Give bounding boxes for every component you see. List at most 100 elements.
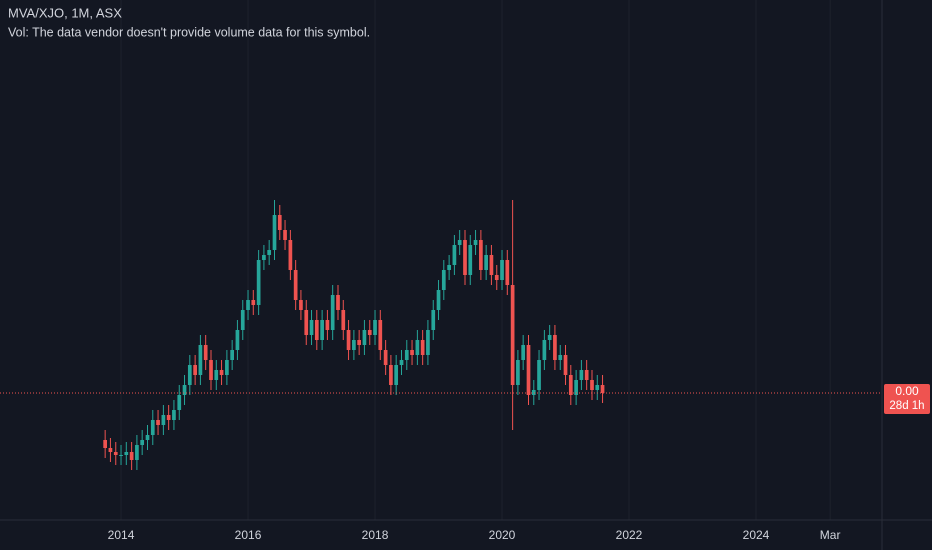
x-tick-label: 2022	[616, 528, 643, 542]
candle-body	[357, 340, 362, 345]
candle-body	[500, 260, 504, 280]
candle-body	[277, 215, 282, 230]
candle-body	[373, 320, 377, 335]
candle-body	[262, 255, 266, 260]
candle-body	[367, 330, 372, 335]
candle-body	[129, 452, 134, 460]
candle-body	[187, 365, 192, 385]
plot	[103, 200, 605, 470]
candle-body	[193, 365, 197, 375]
candle-body	[172, 410, 176, 420]
candle-body	[420, 340, 425, 355]
candle-body	[198, 345, 203, 375]
candle-body	[325, 320, 330, 330]
candle-body	[256, 260, 261, 305]
candle-body	[531, 390, 536, 395]
candle-body	[103, 440, 108, 448]
x-tick-label: 2020	[489, 528, 516, 542]
candle-body	[558, 355, 563, 360]
candle-body	[457, 240, 462, 245]
candle-body	[203, 345, 208, 360]
candle-body	[299, 300, 303, 310]
grid	[120, 0, 831, 520]
candle-body	[394, 365, 399, 385]
candle-body	[161, 415, 166, 425]
x-tick-label: 2018	[362, 528, 389, 542]
candle-body	[246, 300, 250, 310]
x-tick-label: 2014	[108, 528, 135, 542]
candle-body	[516, 360, 520, 385]
candle-body	[479, 240, 483, 270]
candle-body	[336, 295, 340, 310]
candle-body	[547, 335, 552, 340]
candle-body	[463, 240, 467, 275]
candle-body	[510, 285, 515, 385]
candle-body	[399, 360, 404, 365]
candle-body	[145, 435, 150, 440]
candle-body	[219, 370, 224, 375]
candle-body	[484, 255, 488, 270]
candle-body	[225, 360, 229, 375]
last-price-badge	[884, 384, 930, 414]
candle-body	[293, 270, 298, 300]
candle-body	[288, 240, 293, 270]
candle-body	[584, 370, 589, 380]
candle-body	[468, 245, 473, 275]
candle-body	[362, 330, 367, 345]
candle-body	[383, 350, 388, 365]
candle-body	[378, 320, 383, 350]
candle-body	[537, 360, 541, 390]
candle-body	[415, 340, 420, 355]
candle-body	[140, 440, 145, 445]
candle-body	[177, 395, 182, 410]
x-tick-label: Mar	[820, 528, 841, 542]
candle-body	[156, 420, 160, 425]
candle-body	[320, 320, 324, 340]
candle-body	[553, 335, 557, 360]
candle-body	[150, 420, 155, 435]
candle-body	[182, 385, 187, 395]
candle-body	[119, 455, 123, 456]
candle-body	[410, 350, 414, 355]
candle-body	[526, 345, 531, 395]
volume-note: Vol: The data vendor doesn't provide vol…	[8, 25, 370, 39]
x-tick-label: 2016	[235, 528, 262, 542]
candle-body	[214, 370, 219, 380]
candle-body	[251, 300, 256, 305]
candle-body	[108, 448, 113, 452]
candle-body	[574, 380, 578, 395]
candle-body	[389, 365, 393, 385]
candle-body	[135, 445, 139, 460]
candle-body	[426, 330, 430, 355]
candle-body	[272, 215, 277, 250]
candle-body	[404, 350, 409, 360]
candle-body	[240, 310, 245, 330]
candle-body	[235, 330, 240, 350]
candle-body	[267, 250, 272, 255]
candle-body	[314, 320, 319, 340]
candle-body	[563, 355, 568, 375]
candle-body	[431, 310, 436, 330]
candle-body	[113, 452, 118, 455]
last-price-label: 0.00	[895, 384, 919, 398]
candle-body	[441, 270, 446, 290]
candle-body	[309, 320, 314, 335]
candle-body	[124, 452, 129, 455]
symbol-title: MVA/XJO, 1M, ASX	[8, 5, 122, 20]
candle-body	[494, 275, 499, 280]
candle-body	[230, 350, 235, 360]
candle-body	[330, 295, 335, 330]
candle-body	[452, 245, 457, 265]
candle-body	[473, 240, 478, 245]
candle-body	[447, 265, 451, 270]
x-tick-label: 2024	[743, 528, 770, 542]
candle-body	[346, 330, 351, 350]
candle-body	[590, 380, 594, 390]
candle-body	[341, 310, 346, 330]
candle-body	[579, 370, 584, 380]
candle-body	[568, 375, 573, 395]
candle-body	[352, 340, 356, 350]
candle-body	[489, 255, 494, 275]
